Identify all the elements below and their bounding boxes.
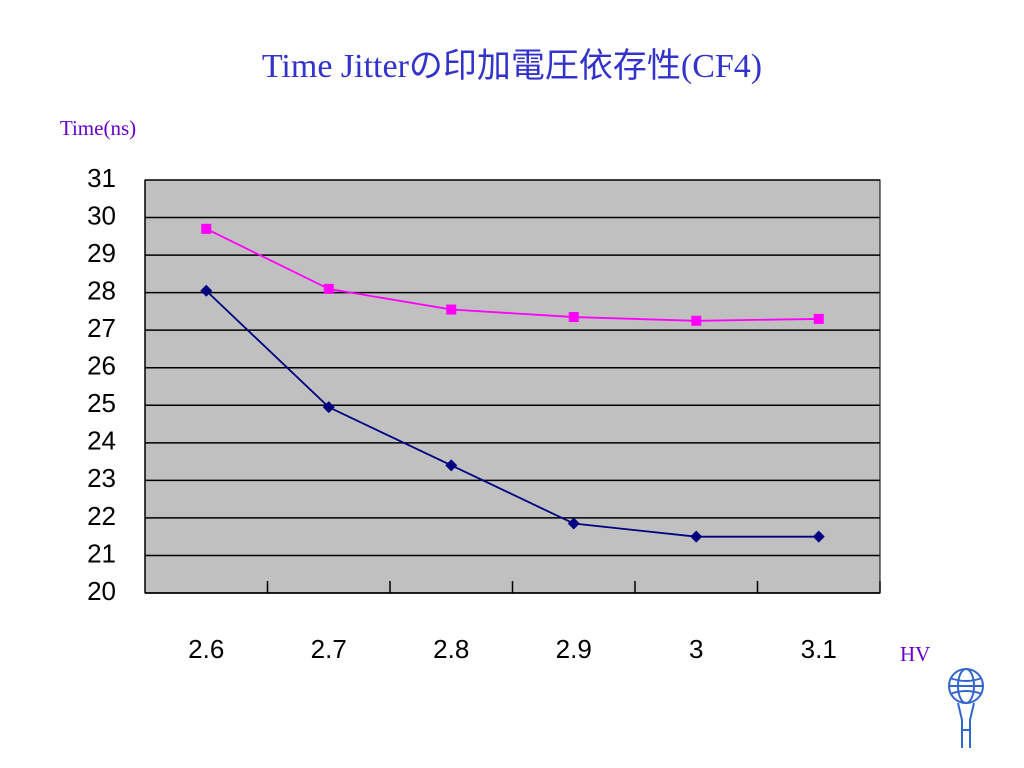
y-axis-label: Time(ns) <box>59 116 137 140</box>
y-tick-label: 28 <box>87 276 116 306</box>
point <box>812 530 825 543</box>
point <box>567 517 580 530</box>
y-tick-label: 20 <box>87 576 116 606</box>
x-tick-label: 2.9 <box>556 634 592 664</box>
y-tick-label: 23 <box>87 463 116 493</box>
x-tick-label: 3 <box>689 634 703 664</box>
series-line <box>205 290 819 538</box>
y-tick-label: 21 <box>87 538 116 568</box>
x-tick-label: 2.7 <box>311 634 347 664</box>
series-line <box>205 228 819 322</box>
point <box>322 401 335 414</box>
y-tick-label: 24 <box>87 426 116 456</box>
x-tick-label: 2.8 <box>433 634 469 664</box>
point <box>691 315 702 326</box>
y-tick-label: 29 <box>87 238 116 268</box>
y-tick-label: 22 <box>87 501 116 531</box>
point <box>813 313 824 324</box>
y-tick-label: 31 <box>87 163 116 193</box>
point <box>445 459 458 472</box>
point <box>200 284 213 297</box>
logo <box>948 668 984 748</box>
y-tick-label: 25 <box>87 388 116 418</box>
point <box>201 223 212 234</box>
point <box>323 283 334 294</box>
y-tick-label: 30 <box>87 200 116 230</box>
y-tick-label: 27 <box>87 313 116 343</box>
x-tick-label: 2.6 <box>188 634 224 664</box>
point <box>568 312 579 323</box>
x-tick-label: 3.1 <box>801 634 837 664</box>
chart-title: Time Jitterの印加電圧依存性(CF4) <box>261 48 763 85</box>
plot-area <box>144 179 881 594</box>
x-axis-label: HV <box>900 642 931 666</box>
y-tick-label: 26 <box>87 351 116 381</box>
point <box>446 304 457 315</box>
point <box>690 530 703 543</box>
